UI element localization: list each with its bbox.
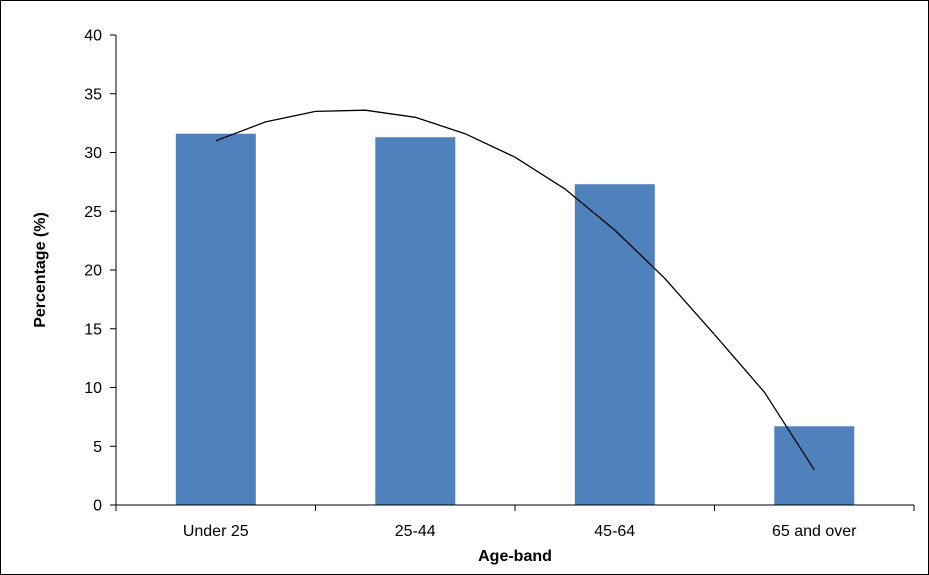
- x-tick-label-4: 65 and over: [772, 523, 857, 540]
- bar-4: [774, 426, 855, 505]
- x-axis-title: Age-band: [478, 548, 552, 565]
- y-tick-label-35: 35: [84, 86, 102, 103]
- trendline-group: [215, 109, 815, 471]
- bar-2: [375, 137, 456, 505]
- y-tick-label-40: 40: [84, 28, 102, 45]
- x-tick-label-1: Under 25: [183, 523, 249, 540]
- y-tick-label-5: 5: [93, 439, 102, 456]
- y-tick-label-10: 10: [84, 380, 102, 397]
- y-tick-label-25: 25: [84, 204, 102, 221]
- y-axis-title: Percentage (%): [32, 212, 49, 328]
- y-tick-label-15: 15: [84, 321, 102, 338]
- x-tick-label-3: 45-64: [594, 523, 635, 540]
- y-tick-label-20: 20: [84, 263, 102, 280]
- x-tick-label-2: 25-44: [395, 523, 436, 540]
- x-axis-ticks: Under 25 25-44 45-64 65 and over: [115, 505, 915, 540]
- y-tick-label-30: 30: [84, 145, 102, 162]
- trendline: [215, 109, 815, 471]
- bars: [175, 133, 855, 505]
- bar-1: [175, 133, 256, 505]
- bar-3: [574, 184, 655, 505]
- y-tick-label-0: 0: [93, 498, 102, 515]
- y-axis-ticks: 0 5 10 15 20 25 30 35 40: [84, 28, 116, 515]
